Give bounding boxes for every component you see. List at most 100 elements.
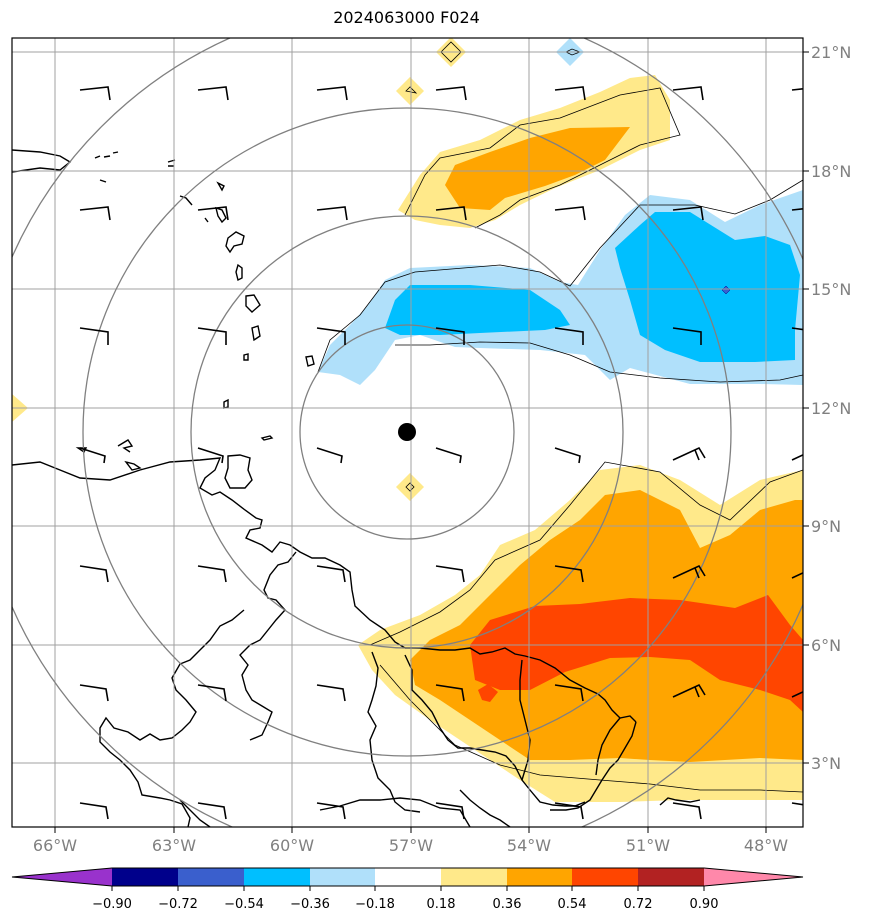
colorbar-swatch: [375, 868, 441, 886]
wind-barb: [435, 327, 465, 345]
island-c: [216, 181, 225, 192]
wind-barb: [79, 206, 111, 221]
wind-barb: [316, 86, 348, 101]
guyana-border: [239, 551, 297, 741]
wind-barb: [435, 684, 465, 702]
wind-barb: [316, 684, 346, 702]
colorbar-ticks: [111, 886, 705, 891]
lon-label: 51°W: [626, 836, 670, 855]
wind-barb: [554, 327, 584, 345]
colorbar: −0.90 −0.72 −0.54 −0.36 −0.18 0.18 0.36 …: [11, 867, 804, 912]
contour-south: [369, 461, 803, 646]
wind-barb: [197, 684, 227, 702]
brazil-interior-1: [595, 717, 621, 776]
wind-barb: [791, 454, 803, 461]
island-e: [204, 217, 209, 223]
colorbar-swatch: [638, 868, 704, 886]
wind-barb: [791, 88, 803, 91]
wind-barb: [316, 206, 348, 221]
wind-barb: [316, 565, 346, 583]
venezuela-border: [99, 609, 245, 827]
lat-label: 3°N: [811, 754, 841, 773]
wind-barb: [435, 86, 467, 101]
colorbar-label: −0.36: [290, 897, 330, 912]
blue-region-east: [615, 212, 800, 362]
island-g: [117, 439, 142, 471]
lat-label: 18°N: [811, 162, 851, 181]
blue-region: [385, 285, 570, 335]
wind-barb: [197, 447, 224, 464]
wind-barb: [672, 86, 704, 101]
amazon-mouth: [659, 797, 701, 806]
barbados-coast: [305, 355, 315, 367]
lat-label: 12°N: [811, 399, 851, 418]
wind-barb: [79, 802, 109, 820]
wind-barb: [791, 208, 803, 211]
blue-dot: [721, 285, 731, 295]
wind-barb: [554, 206, 586, 221]
brazil-interior-3: [319, 797, 471, 827]
wind-barb: [79, 684, 109, 702]
orange-region-north: [445, 127, 630, 210]
longitude-labels: 66°W 63°W 60°W 57°W 54°W 51°W 48°W: [33, 836, 788, 855]
colorbar-label: 0.54: [558, 897, 587, 912]
wind-barb: [672, 327, 702, 345]
contour-north: [404, 87, 681, 229]
colorbar-swatch: [507, 868, 572, 886]
trinidad-coast: [224, 454, 253, 489]
yellow-diamond-3: [396, 473, 424, 501]
lon-label: 48°W: [744, 836, 788, 855]
wind-barb: [197, 565, 227, 583]
red-spot: [478, 684, 498, 702]
wind-barb: [316, 327, 346, 345]
lat-label: 21°N: [811, 43, 851, 62]
wind-barb: [316, 802, 346, 820]
grenada-coast: [223, 398, 229, 409]
colorbar-swatch: [178, 868, 244, 886]
martinique-coast: [245, 294, 261, 313]
wind-barb: [672, 802, 702, 820]
st-lucia-coast: [251, 325, 261, 342]
brazil-coast: [550, 721, 637, 811]
colorbar-label: 0.18: [427, 897, 456, 912]
latitude-labels: 21°N 18°N 15°N 12°N 9°N 6°N 3°N: [811, 43, 851, 773]
colorbar-swatch: [441, 868, 507, 886]
island-b: [179, 195, 193, 206]
guyana-suriname-border: [367, 651, 421, 813]
wind-barb: [79, 447, 106, 464]
wind-barb: [435, 447, 462, 464]
brazil-interior-2: [459, 789, 511, 827]
wind-barb: [791, 572, 803, 579]
suriname-border: [405, 647, 637, 723]
lon-label: 63°W: [152, 836, 196, 855]
wind-barb: [672, 446, 706, 461]
wind-barb: [554, 684, 584, 702]
range-ring-2: [190, 215, 624, 649]
grid-lines: [12, 38, 803, 827]
lon-label: 60°W: [270, 836, 314, 855]
wind-barb: [435, 565, 465, 583]
lon-label: 57°W: [389, 836, 433, 855]
red-region-south: [470, 595, 803, 712]
island-a: [99, 179, 107, 183]
lat-label: 15°N: [811, 280, 851, 299]
wind-barb: [791, 691, 803, 698]
colorbar-extend-high: [704, 868, 803, 886]
range-ring-3: [82, 107, 732, 757]
wind-barb: [672, 683, 706, 698]
lat-label: 9°N: [811, 517, 841, 536]
wind-barb: [197, 86, 229, 101]
wind-barb: [554, 447, 581, 464]
wind-barb: [316, 447, 343, 464]
contour-blue-south: [395, 341, 803, 383]
contour-diamond-3: [405, 482, 415, 492]
range-rings: [12, 38, 803, 827]
st-vincent-coast: [243, 353, 249, 361]
wind-barb: [197, 327, 227, 345]
map-frame: [11, 37, 804, 828]
wind-barb: [79, 565, 109, 583]
wind-barbs: [79, 86, 803, 820]
contour-lines: [317, 41, 803, 793]
coastlines: [12, 149, 701, 827]
